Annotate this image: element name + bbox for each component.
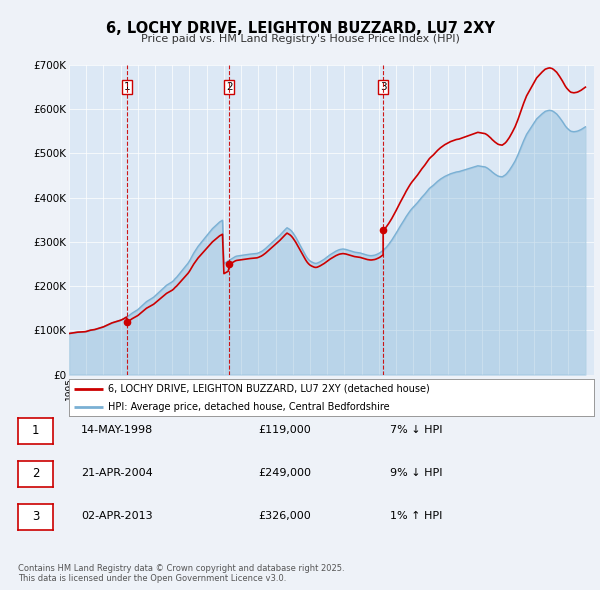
Text: HPI: Average price, detached house, Central Bedfordshire: HPI: Average price, detached house, Cent… xyxy=(109,402,390,412)
Text: 6, LOCHY DRIVE, LEIGHTON BUZZARD, LU7 2XY (detached house): 6, LOCHY DRIVE, LEIGHTON BUZZARD, LU7 2X… xyxy=(109,384,430,394)
Text: 1: 1 xyxy=(32,424,39,437)
Text: 6, LOCHY DRIVE, LEIGHTON BUZZARD, LU7 2XY: 6, LOCHY DRIVE, LEIGHTON BUZZARD, LU7 2X… xyxy=(106,21,494,35)
Text: £119,000: £119,000 xyxy=(258,425,311,435)
Text: 9% ↓ HPI: 9% ↓ HPI xyxy=(390,468,443,478)
Text: 7% ↓ HPI: 7% ↓ HPI xyxy=(390,425,443,435)
Text: £249,000: £249,000 xyxy=(258,468,311,478)
Text: Contains HM Land Registry data © Crown copyright and database right 2025.
This d: Contains HM Land Registry data © Crown c… xyxy=(18,563,344,583)
Text: 2: 2 xyxy=(32,467,39,480)
Text: £326,000: £326,000 xyxy=(258,512,311,521)
Text: 02-APR-2013: 02-APR-2013 xyxy=(81,512,152,521)
Text: 3: 3 xyxy=(32,510,39,523)
Text: 21-APR-2004: 21-APR-2004 xyxy=(81,468,153,478)
Text: Price paid vs. HM Land Registry's House Price Index (HPI): Price paid vs. HM Land Registry's House … xyxy=(140,34,460,44)
Text: 1: 1 xyxy=(124,82,130,92)
Text: 1% ↑ HPI: 1% ↑ HPI xyxy=(390,512,442,521)
Text: 2: 2 xyxy=(226,82,233,92)
Text: 3: 3 xyxy=(380,82,386,92)
Text: 14-MAY-1998: 14-MAY-1998 xyxy=(81,425,153,435)
